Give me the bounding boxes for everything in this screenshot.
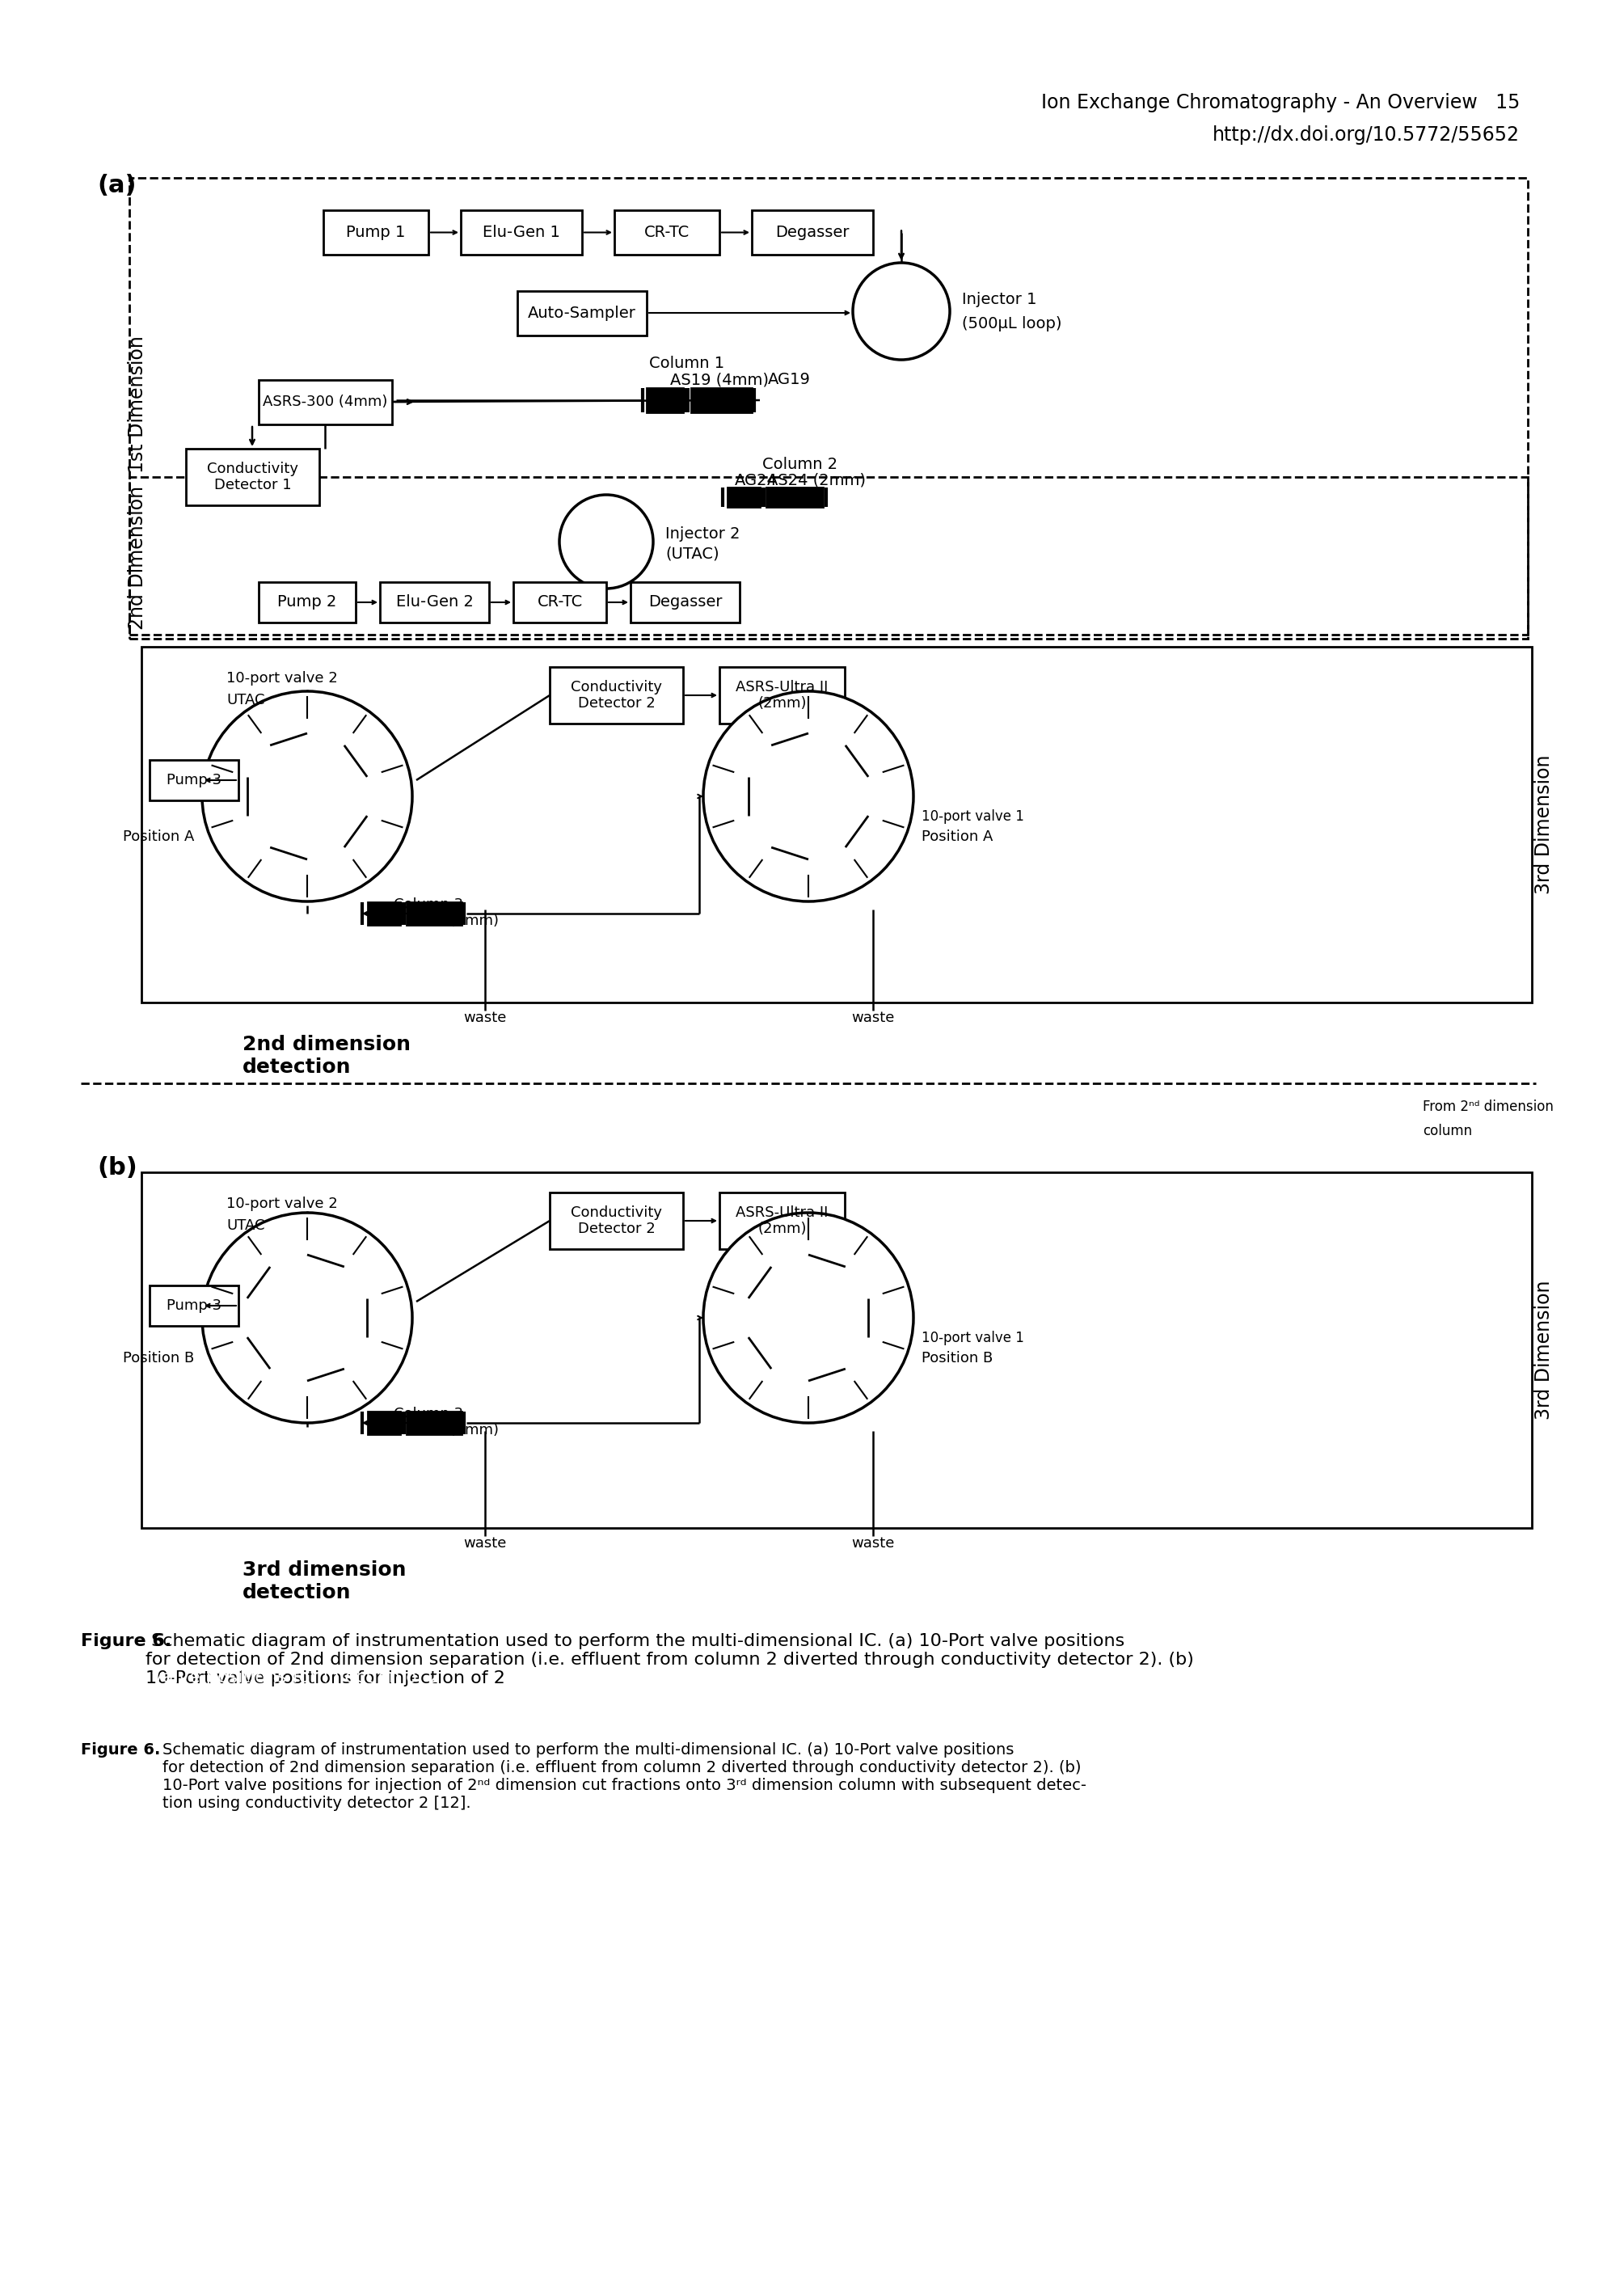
Text: UTAC: UTAC <box>226 1219 265 1233</box>
Text: Figure 6.: Figure 6. <box>81 1742 161 1758</box>
Bar <box>141 1171 1531 1529</box>
Text: Conductivity
Detector 1: Conductivity Detector 1 <box>206 461 299 493</box>
Circle shape <box>201 692 412 901</box>
Text: 10-port valve 1: 10-port valve 1 <box>921 809 1025 823</box>
Text: column: column <box>1423 1123 1471 1139</box>
Text: (b): (b) <box>97 1155 136 1180</box>
Text: waste: waste <box>463 1011 507 1025</box>
Text: Column 2: Column 2 <box>763 456 838 472</box>
Text: 1st Dimension: 1st Dimension <box>128 335 148 472</box>
Text: Pump 1: Pump 1 <box>346 225 406 241</box>
Bar <box>130 477 1528 639</box>
Text: Position A: Position A <box>122 830 193 843</box>
Bar <box>719 667 844 724</box>
Text: AS24 (2mm): AS24 (2mm) <box>408 1423 499 1437</box>
Bar <box>614 211 719 254</box>
Text: AG24: AG24 <box>377 915 416 928</box>
Text: 3rd dimension
detection: 3rd dimension detection <box>242 1561 406 1602</box>
Text: Position B: Position B <box>123 1350 193 1366</box>
Text: Elu-Gen 2: Elu-Gen 2 <box>396 594 473 610</box>
Text: Injector 2: Injector 2 <box>666 525 741 541</box>
Text: 2nd dimension
detection: 2nd dimension detection <box>242 1034 411 1077</box>
Bar <box>646 387 684 413</box>
Text: Conductivity
Detector 2: Conductivity Detector 2 <box>570 1206 663 1235</box>
Bar <box>719 1192 844 1249</box>
Text: http://dx.doi.org/10.5772/55652: http://dx.doi.org/10.5772/55652 <box>1213 126 1520 144</box>
Bar <box>549 667 684 724</box>
Text: (UTAC): (UTAC) <box>666 545 719 562</box>
Bar <box>185 449 320 504</box>
Text: Schematic diagram of instrumentation used to perform the multi-dimensional IC. (: Schematic diagram of instrumentation use… <box>146 1634 1194 1687</box>
Bar <box>367 1412 400 1435</box>
Bar <box>513 582 606 623</box>
Bar <box>518 291 646 335</box>
Bar <box>767 488 823 507</box>
Text: From 2ⁿᵈ dimension: From 2ⁿᵈ dimension <box>1423 1100 1554 1114</box>
Bar <box>692 387 752 413</box>
Bar <box>380 582 489 623</box>
Text: ASRS-300 (4mm): ASRS-300 (4mm) <box>263 394 388 410</box>
Text: waste: waste <box>463 1536 507 1552</box>
Bar <box>549 1192 684 1249</box>
Bar <box>149 761 239 800</box>
Text: AG24: AG24 <box>734 472 778 488</box>
Text: Figure 6.: Figure 6. <box>81 1634 172 1650</box>
Text: AG19: AG19 <box>768 371 810 387</box>
Bar <box>258 582 356 623</box>
Circle shape <box>201 1212 412 1423</box>
Bar <box>630 582 739 623</box>
Text: 10-Port valve positions for injection of 2: 10-Port valve positions for injection of… <box>81 1669 440 1685</box>
Bar <box>323 211 429 254</box>
Bar <box>406 1412 461 1435</box>
Text: 3rd Dimension: 3rd Dimension <box>1535 754 1554 894</box>
Bar <box>367 903 400 926</box>
Bar <box>141 646 1531 1002</box>
Text: AG24: AG24 <box>377 1423 416 1437</box>
Text: Column 3: Column 3 <box>393 1407 463 1421</box>
Text: CR-TC: CR-TC <box>538 594 583 610</box>
Text: Auto-Sampler: Auto-Sampler <box>528 305 637 321</box>
Text: Column 1: Column 1 <box>650 355 724 371</box>
Bar <box>130 179 1528 635</box>
Text: (a): (a) <box>97 174 136 197</box>
Text: waste: waste <box>851 1011 895 1025</box>
Text: AS19 (4mm): AS19 (4mm) <box>671 371 768 387</box>
Text: ASRS-Ultra II
(2mm): ASRS-Ultra II (2mm) <box>736 1206 828 1235</box>
Circle shape <box>703 1212 913 1423</box>
Text: 3rd Dimension: 3rd Dimension <box>1535 1281 1554 1419</box>
Text: Elu-Gen 1: Elu-Gen 1 <box>482 225 560 241</box>
Text: Column 3: Column 3 <box>393 898 463 912</box>
Bar <box>752 211 874 254</box>
Bar <box>406 903 461 926</box>
Bar <box>461 211 581 254</box>
Text: CR-TC: CR-TC <box>645 225 690 241</box>
Text: waste: waste <box>851 1536 895 1552</box>
Circle shape <box>559 495 653 589</box>
Text: Degasser: Degasser <box>775 225 849 241</box>
Text: (500μL loop): (500μL loop) <box>961 316 1062 330</box>
Text: Ion Exchange Chromatography - An Overview   15: Ion Exchange Chromatography - An Overvie… <box>1041 94 1520 112</box>
Text: Degasser: Degasser <box>648 594 723 610</box>
Text: AS24 (2mm): AS24 (2mm) <box>767 472 866 488</box>
Text: Conductivity
Detector 2: Conductivity Detector 2 <box>570 681 663 711</box>
Text: Injector 1: Injector 1 <box>961 291 1036 307</box>
Circle shape <box>853 264 950 360</box>
Text: 10-port valve 2: 10-port valve 2 <box>226 1196 338 1210</box>
Text: Position A: Position A <box>921 830 992 843</box>
Text: UTAC: UTAC <box>226 692 265 708</box>
Text: Position B: Position B <box>921 1350 992 1366</box>
Text: AS24 (2mm): AS24 (2mm) <box>408 915 499 928</box>
Text: Pump 3: Pump 3 <box>167 1297 221 1313</box>
Text: Pump 3: Pump 3 <box>167 772 221 788</box>
Text: ASRS-Ultra II
(2mm): ASRS-Ultra II (2mm) <box>736 681 828 711</box>
Bar <box>149 1286 239 1325</box>
Text: 10-port valve 1: 10-port valve 1 <box>921 1332 1025 1345</box>
Text: 10-port valve 2: 10-port valve 2 <box>226 672 338 685</box>
Bar <box>258 380 391 424</box>
Bar <box>728 488 760 507</box>
Circle shape <box>703 692 913 901</box>
Text: Schematic diagram of instrumentation used to perform the multi-dimensional IC. (: Schematic diagram of instrumentation use… <box>162 1742 1086 1811</box>
Text: 2nd Dimension: 2nd Dimension <box>128 486 148 630</box>
Text: Pump 2: Pump 2 <box>278 594 336 610</box>
